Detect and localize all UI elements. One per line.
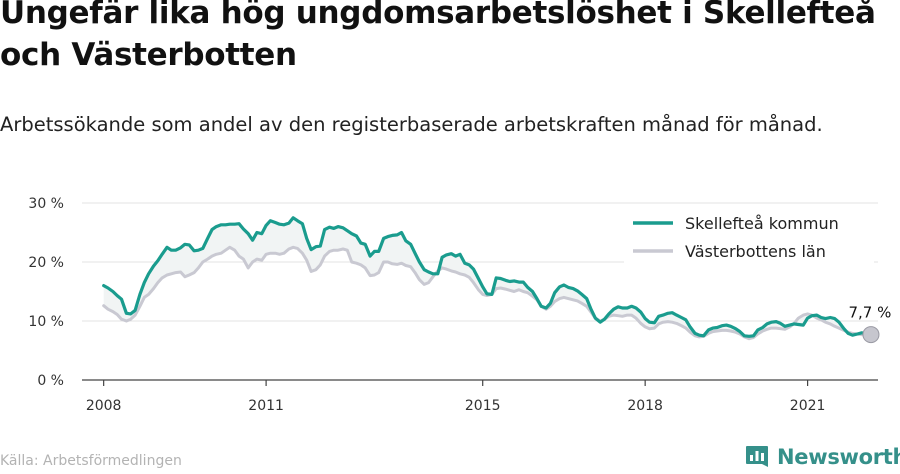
end-annotation: 7,7 %: [849, 304, 892, 344]
brand-name: Newsworthy: [777, 445, 900, 469]
chart-subtitle: Arbetssökande som andel av den registerb…: [0, 113, 823, 136]
series-lines: [102, 216, 873, 341]
legend-label: Skellefteå kommun: [685, 214, 839, 233]
x-tick-label: 2015: [465, 398, 501, 414]
y-tick-label: 20 %: [28, 255, 64, 271]
y-tick-label: 0 %: [37, 373, 64, 389]
x-tick-label: 2021: [790, 398, 826, 414]
x-tick-label: 2008: [86, 398, 122, 414]
end-marker: [862, 326, 880, 344]
chart-title: Ungefär lika hög ungdomsarbetslöshet i S…: [0, 0, 876, 73]
source-note: Källa: Arbetsförmedlingen: [0, 453, 182, 469]
brand-logo: Newsworthy: [745, 442, 900, 472]
bar-chart-icon: [746, 446, 768, 467]
axes: 0 % 10 % 20 % 30 % 2008 2011 2015 2018 2021: [28, 196, 878, 414]
series-line-skelleftea: [102, 216, 873, 338]
x-tick-label: 2018: [627, 398, 663, 414]
x-tick-label: 2011: [248, 398, 284, 414]
legend-background: [624, 208, 874, 266]
legend-label: Västerbottens län: [685, 242, 826, 261]
y-tick-label: 30 %: [28, 196, 64, 212]
y-tick-label: 10 %: [28, 314, 64, 330]
end-value-label: 7,7 %: [849, 304, 892, 322]
legend: Skellefteå kommun Västerbottens län: [624, 208, 874, 266]
